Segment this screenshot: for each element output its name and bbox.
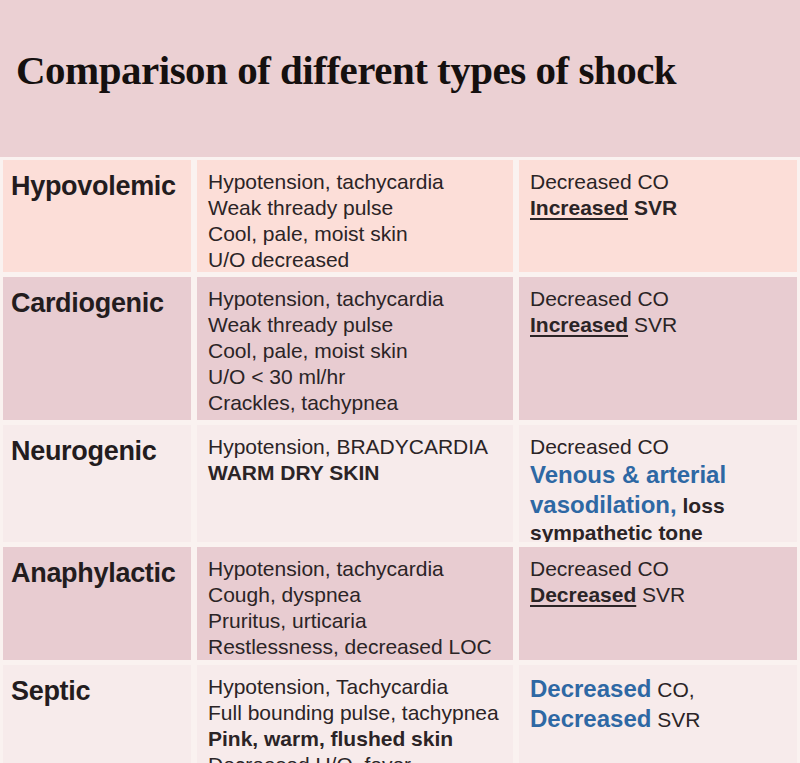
text-segment: SVR xyxy=(628,313,677,336)
hemodynamics-cell: Decreased COVenous & arterial vasodilati… xyxy=(519,425,797,542)
text-line: Restlessness, decreased LOC xyxy=(208,634,503,660)
text-line: Decreased CO xyxy=(530,434,787,460)
text-line: Weak thready pulse xyxy=(208,312,503,338)
text-segment: Weak thready pulse xyxy=(208,196,393,219)
text-segment: Cool, pale, moist skin xyxy=(208,339,408,362)
text-segment: Hypotension, Tachycardia xyxy=(208,675,448,698)
text-line: Hypotension, Tachycardia xyxy=(208,674,503,700)
text-line: Decreased CO xyxy=(530,556,787,582)
text-line: Decreased U/O, fever xyxy=(208,752,503,763)
text-line: U/O decreased xyxy=(208,247,503,272)
page-title: Comparison of different types of shock xyxy=(16,46,786,94)
table-row-anaphylactic: Anaphylactic Hypotension, tachycardia Coug… xyxy=(3,547,797,660)
text-line: Pink, warm, flushed skin xyxy=(208,726,503,752)
text-line: Decreased SVR xyxy=(530,704,787,734)
hemodynamics-cell: Decreased COIncreased SVR xyxy=(519,160,797,272)
text-segment: Decreased xyxy=(530,583,636,606)
text-segment: U/O decreased xyxy=(208,248,349,271)
text-line: Crackles, tachypnea xyxy=(208,390,503,416)
text-line: WARM DRY SKIN xyxy=(208,460,503,486)
text-segment: Decreased xyxy=(530,675,651,702)
text-segment: Decreased CO xyxy=(530,557,669,580)
text-line: Cough, dyspnea xyxy=(208,582,503,608)
text-segment: U/O < 30 ml/hr xyxy=(208,365,345,388)
text-segment: Decreased CO xyxy=(530,170,669,193)
text-segment: Decreased CO xyxy=(530,287,669,310)
text-segment: Hypotension, tachycardia xyxy=(208,287,444,310)
row-label: Hypovolemic xyxy=(3,160,191,272)
hemodynamics-cell: Decreased CO,Decreased SVR xyxy=(519,665,797,763)
text-segment: Increased xyxy=(530,313,628,336)
text-segment: Cool, pale, moist skin xyxy=(208,222,408,245)
text-segment: Decreased CO xyxy=(530,435,669,458)
text-line: Increased SVR xyxy=(530,312,787,338)
text-line: Cool, pale, moist skin xyxy=(208,221,503,247)
text-line: Increased SVR xyxy=(530,195,787,221)
text-line: Hypotension, tachycardia xyxy=(208,169,503,195)
text-segment: Restlessness, decreased LOC xyxy=(208,635,492,658)
text-line: Full bounding pulse, tachypnea xyxy=(208,700,503,726)
row-label: Cardiogenic xyxy=(3,277,191,420)
text-segment: Increased xyxy=(530,196,628,219)
text-line: Decreased CO, xyxy=(530,674,787,704)
text-segment: SVR xyxy=(628,196,677,219)
text-segment: SVR xyxy=(651,708,700,731)
text-segment: Hypotension, tachycardia xyxy=(208,557,444,580)
text-segment: Full bounding pulse, tachypnea xyxy=(208,701,499,724)
text-line: Weak thready pulse xyxy=(208,195,503,221)
text-line: Pruritus, urticaria xyxy=(208,608,503,634)
text-segment: WARM DRY SKIN xyxy=(208,461,380,484)
title-area: Comparison of different types of shock xyxy=(0,0,800,157)
text-line: Venous & arterial vasodilation, loss sym… xyxy=(530,460,787,542)
text-segment: Pink, warm, flushed skin xyxy=(208,727,453,750)
text-segment: SVR xyxy=(636,583,685,606)
symptoms-cell: Hypotension, tachycardia Weak thready pul… xyxy=(197,160,513,272)
text-line: Cool, pale, moist skin xyxy=(208,338,503,364)
text-line: Decreased CO xyxy=(530,286,787,312)
symptoms-cell: Hypotension, tachycardia Cough, dyspnea Pr… xyxy=(197,547,513,660)
table-row-hypovolemic: Hypovolemic Hypotension, tachycardia Weak … xyxy=(3,160,797,272)
text-segment: CO, xyxy=(651,678,694,701)
text-line: Hypotension, tachycardia xyxy=(208,556,503,582)
table-row-septic: Septic Hypotension, Tachycardia Full bound… xyxy=(3,665,797,763)
hemodynamics-cell: Decreased COIncreased SVR xyxy=(519,277,797,420)
text-line: Decreased SVR xyxy=(530,582,787,608)
row-label: Neurogenic xyxy=(3,425,191,542)
text-line: Hypotension, tachycardia xyxy=(208,286,503,312)
text-segment: Pruritus, urticaria xyxy=(208,609,367,632)
text-line: U/O < 30 ml/hr xyxy=(208,364,503,390)
text-segment: Crackles, tachypnea xyxy=(208,391,398,414)
text-line: Decreased CO xyxy=(530,169,787,195)
hemodynamics-cell: Decreased CODecreased SVR xyxy=(519,547,797,660)
symptoms-cell: Hypotension, Tachycardia Full bounding pu… xyxy=(197,665,513,763)
text-segment: Decreased U/O, fever xyxy=(208,753,411,763)
symptoms-cell: Hypotension, tachycardia Weak thready pul… xyxy=(197,277,513,420)
row-label: Anaphylactic xyxy=(3,547,191,660)
table-row-neurogenic: Neurogenic Hypotension, BRADYCARDIA WARM D… xyxy=(3,425,797,542)
text-segment: Cough, dyspnea xyxy=(208,583,361,606)
text-line: Hypotension, BRADYCARDIA xyxy=(208,434,503,460)
text-segment: Hypotension, tachycardia xyxy=(208,170,444,193)
text-segment: Hypotension, BRADYCARDIA xyxy=(208,435,488,458)
table-row-cardiogenic: Cardiogenic Hypotension, tachycardia Weak … xyxy=(3,277,797,420)
symptoms-cell: Hypotension, BRADYCARDIA WARM DRY SKIN xyxy=(197,425,513,542)
text-segment: Decreased xyxy=(530,705,651,732)
row-label: Septic xyxy=(3,665,191,763)
shock-comparison-table: Hypovolemic Hypotension, tachycardia Weak … xyxy=(0,157,800,763)
text-segment: Weak thready pulse xyxy=(208,313,393,336)
